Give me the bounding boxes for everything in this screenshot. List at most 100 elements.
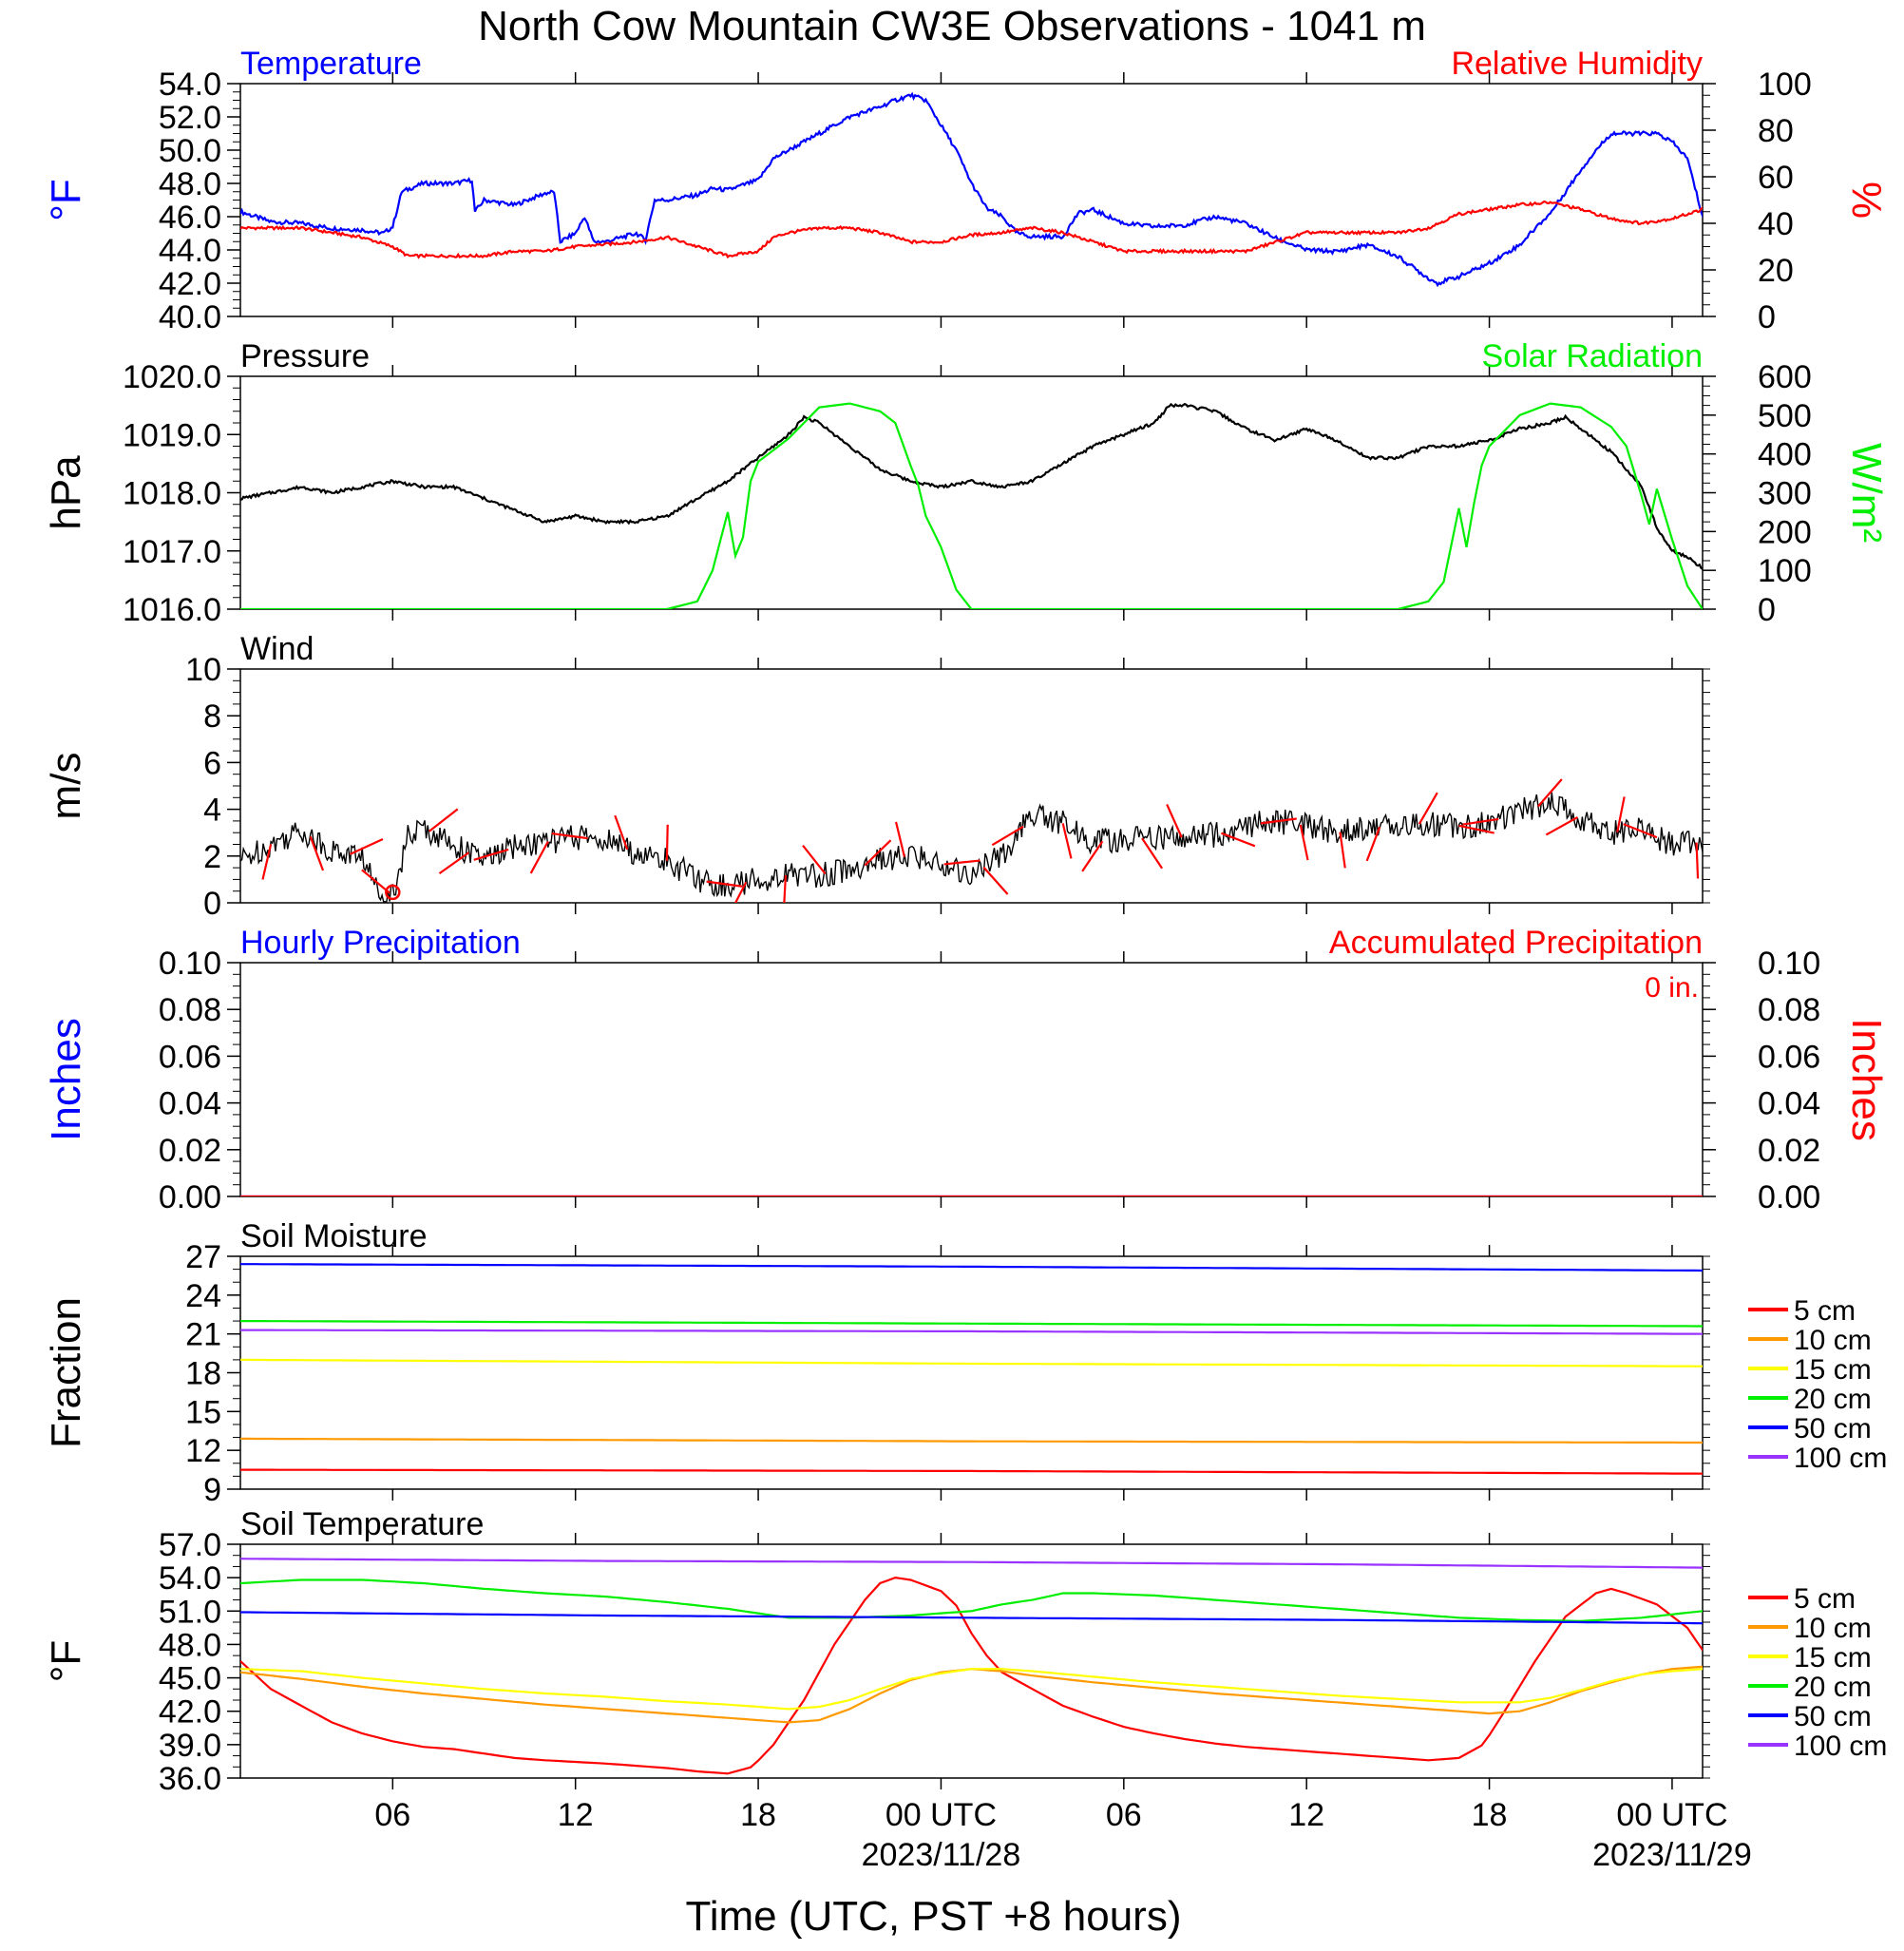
y-tick-label: 1019.0 xyxy=(123,417,221,453)
y-tick-label: 18 xyxy=(185,1356,221,1392)
y-right-tick-label: 0.06 xyxy=(1758,1039,1820,1075)
y-axis-label-left: m/s xyxy=(43,753,89,820)
y-tick-label: 0.10 xyxy=(159,946,221,982)
y-tick-label: 48.0 xyxy=(159,1627,221,1663)
panel-soil-temp: 36.039.042.045.048.051.054.057.0 Soil Tem… xyxy=(43,1506,1887,1797)
series-relative-humidity xyxy=(240,200,1703,259)
y-tick-label: 0 xyxy=(203,886,221,922)
y-right-tick-label: 0.00 xyxy=(1758,1179,1820,1215)
y-tick-label: 1018.0 xyxy=(123,476,221,512)
series-50-cm xyxy=(240,1611,1703,1625)
panel-title-right: Relative Humidity xyxy=(1451,46,1703,82)
y-right-tick-label: 600 xyxy=(1758,359,1812,395)
panel-pressure-solar: 1016.0 1017.0 1018.0 1019.0 1020.0 0100200300… xyxy=(43,338,1890,628)
wind-barb xyxy=(894,821,906,858)
y-right-tick-label: 100 xyxy=(1758,67,1812,103)
y-tick-label: 54.0 xyxy=(159,1560,221,1597)
panels-layer: 40.042.044.046.048.050.052.054.002040608… xyxy=(43,46,1890,1797)
legend-label: 100 cm xyxy=(1794,1443,1887,1474)
legend-label: 15 cm xyxy=(1794,1354,1872,1386)
wind-barb xyxy=(1458,824,1495,834)
wind-barb xyxy=(1365,826,1381,862)
y-right-tick-label: 0 xyxy=(1758,299,1776,335)
wind-barb xyxy=(733,881,748,903)
y-tick-label: 54.0 xyxy=(159,67,221,103)
series-5-cm xyxy=(240,1468,1703,1475)
panel-wind: 0 2 4 6 8 10 Wind m/s xyxy=(43,631,1710,922)
y-tick-label: 0.06 xyxy=(159,1039,221,1075)
y-tick-label: 21 xyxy=(185,1317,221,1353)
y-tick-label: 9 xyxy=(203,1472,221,1508)
wind-barb xyxy=(1081,840,1104,872)
y-right-tick-label: 0.08 xyxy=(1758,992,1820,1028)
wind-barb xyxy=(428,808,459,832)
wind-barb xyxy=(1260,817,1297,825)
y-tick-label: 8 xyxy=(203,698,221,735)
x-tick-label: 00 UTC xyxy=(1616,1797,1727,1833)
wind-barb xyxy=(1545,816,1579,836)
wind-barb xyxy=(864,839,892,867)
y-right-tick-label: 0 xyxy=(1758,592,1776,628)
panel-title-left: Hourly Precipitation xyxy=(240,925,521,961)
y-tick-label: 51.0 xyxy=(159,1594,221,1630)
wind-barb xyxy=(1695,842,1700,879)
y-tick-label: 45.0 xyxy=(159,1661,221,1697)
panel-title-left: Wind xyxy=(240,631,314,667)
y-tick-label: 2 xyxy=(203,839,221,875)
y-axis-label-left: hPa xyxy=(43,455,89,530)
panel-title-right: Solar Radiation xyxy=(1482,338,1703,374)
y-axis-label-left: Inches xyxy=(43,1018,89,1141)
panel-title-left: Soil Moisture xyxy=(240,1218,428,1254)
y-tick-label: 1020.0 xyxy=(123,359,221,395)
legend-label: 15 cm xyxy=(1794,1642,1872,1674)
series-10-cm xyxy=(240,1437,1703,1444)
y-tick-label: 52.0 xyxy=(159,100,221,136)
legend-label: 50 cm xyxy=(1794,1701,1872,1732)
y-tick-label: 42.0 xyxy=(159,1694,221,1731)
series-5-cm xyxy=(240,1576,1703,1775)
wind-barb xyxy=(1141,837,1164,870)
y-tick-label: 12 xyxy=(185,1433,221,1469)
y-tick-label: 0.04 xyxy=(159,1086,221,1122)
wind-barb xyxy=(473,848,509,861)
y-tick-label: 15 xyxy=(185,1394,221,1430)
y-tick-label: 39.0 xyxy=(159,1728,221,1764)
wind-barb xyxy=(665,824,669,861)
series-layer xyxy=(240,1263,1703,1475)
y-right-tick-label: 40 xyxy=(1758,206,1794,242)
wind-barb xyxy=(991,825,1024,847)
wind-barb xyxy=(309,835,325,871)
wind-barb xyxy=(1299,824,1309,861)
wind-barb xyxy=(438,851,470,874)
y-tick-label: 57.0 xyxy=(159,1527,221,1563)
wind-barb xyxy=(1418,792,1438,825)
x-tick-label: 06 xyxy=(1106,1797,1142,1833)
y-right-tick-label: 400 xyxy=(1758,437,1812,473)
accumulated-total-label: 0 in. xyxy=(1645,972,1699,1004)
legend-label: 10 cm xyxy=(1794,1613,1872,1644)
panel-title-left: Pressure xyxy=(240,338,370,374)
wind-barb xyxy=(802,844,827,875)
y-tick-label: 42.0 xyxy=(159,266,221,302)
legend-label: 5 cm xyxy=(1794,1295,1856,1327)
y-axis-label-left: Fraction xyxy=(43,1297,89,1448)
panel-temp-rh: 40.042.044.046.048.050.052.054.0 0 20 40 60 8… xyxy=(43,46,1890,335)
series-15-cm xyxy=(240,1358,1703,1368)
wind-barb xyxy=(1462,817,1499,826)
figure-title: North Cow Mountain CW3E Observations - 1… xyxy=(478,3,1426,49)
y-tick-label: 10 xyxy=(185,652,221,688)
y-tick-label: 27 xyxy=(185,1239,221,1275)
y-right-tick-label: 20 xyxy=(1758,253,1794,289)
calm-wind-marker xyxy=(385,884,401,901)
wind-barb xyxy=(943,859,981,866)
y-tick-label: 1016.0 xyxy=(123,592,221,628)
x-tick-label: 00 UTC xyxy=(885,1797,997,1833)
y-right-tick-label: 500 xyxy=(1758,398,1812,434)
wind-barb xyxy=(1339,832,1346,869)
legend-label: 20 cm xyxy=(1794,1384,1872,1415)
y-right-tick-label: 300 xyxy=(1758,476,1812,512)
y-right-tick-label: 0.02 xyxy=(1758,1133,1820,1169)
y-tick-label: 44.0 xyxy=(159,233,221,269)
legend-label: 100 cm xyxy=(1794,1731,1887,1762)
